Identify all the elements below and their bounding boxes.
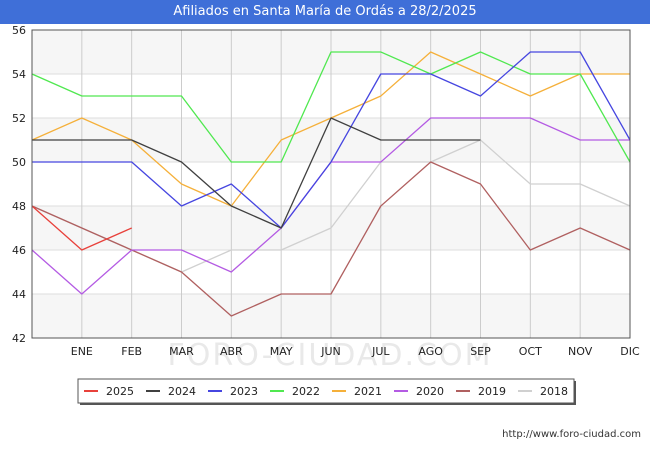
source-url: http://www.foro-ciudad.com [502, 429, 641, 440]
x-tick-label: DIC [620, 345, 640, 358]
legend-box [77, 378, 575, 404]
x-tick-label: OCT [519, 345, 542, 358]
x-tick-label: JUL [371, 345, 390, 358]
series-line-2025 [31, 205, 132, 251]
legend-label-2022: 2022 [292, 385, 320, 398]
x-tick-label: JUN [320, 345, 341, 358]
legend-label-2018: 2018 [540, 385, 568, 398]
legend-label-2021: 2021 [354, 385, 382, 398]
series-line-2022 [31, 51, 631, 163]
x-tick-label: SEP [470, 345, 491, 358]
y-tick-label: 46 [12, 244, 26, 257]
x-tick-label: MAY [270, 345, 293, 358]
y-tick-label: 50 [12, 156, 26, 169]
x-tick-label: ABR [220, 345, 243, 358]
y-tick-label: 56 [12, 24, 26, 37]
y-tick-label: 44 [12, 288, 26, 301]
x-tick-label: NOV [568, 345, 593, 358]
y-tick-label: 48 [12, 200, 26, 213]
legend-label-2024: 2024 [168, 385, 196, 398]
legend-label-2023: 2023 [230, 385, 258, 398]
x-tick-label: MAR [169, 345, 194, 358]
y-tick-label: 52 [12, 112, 26, 125]
legend-label-2020: 2020 [416, 385, 444, 398]
series-line-2023 [32, 51, 631, 229]
y-tick-label: 42 [12, 332, 26, 345]
watermark: FORO-CIUDAD.COM [168, 338, 493, 373]
series-line-2024 [32, 117, 481, 229]
x-tick-label: ENE [71, 345, 93, 358]
title-bar: Afiliados en Santa María de Ordás a 28/2… [0, 0, 650, 24]
legend-label-2019: 2019 [478, 385, 506, 398]
chart-title: Afiliados en Santa María de Ordás a 28/2… [173, 4, 477, 19]
x-tick-label: AGO [418, 345, 443, 358]
legend-label-2025: 2025 [106, 385, 134, 398]
plot-frame [31, 29, 631, 339]
y-tick-label: 54 [12, 68, 26, 81]
x-tick-label: FEB [121, 345, 142, 358]
